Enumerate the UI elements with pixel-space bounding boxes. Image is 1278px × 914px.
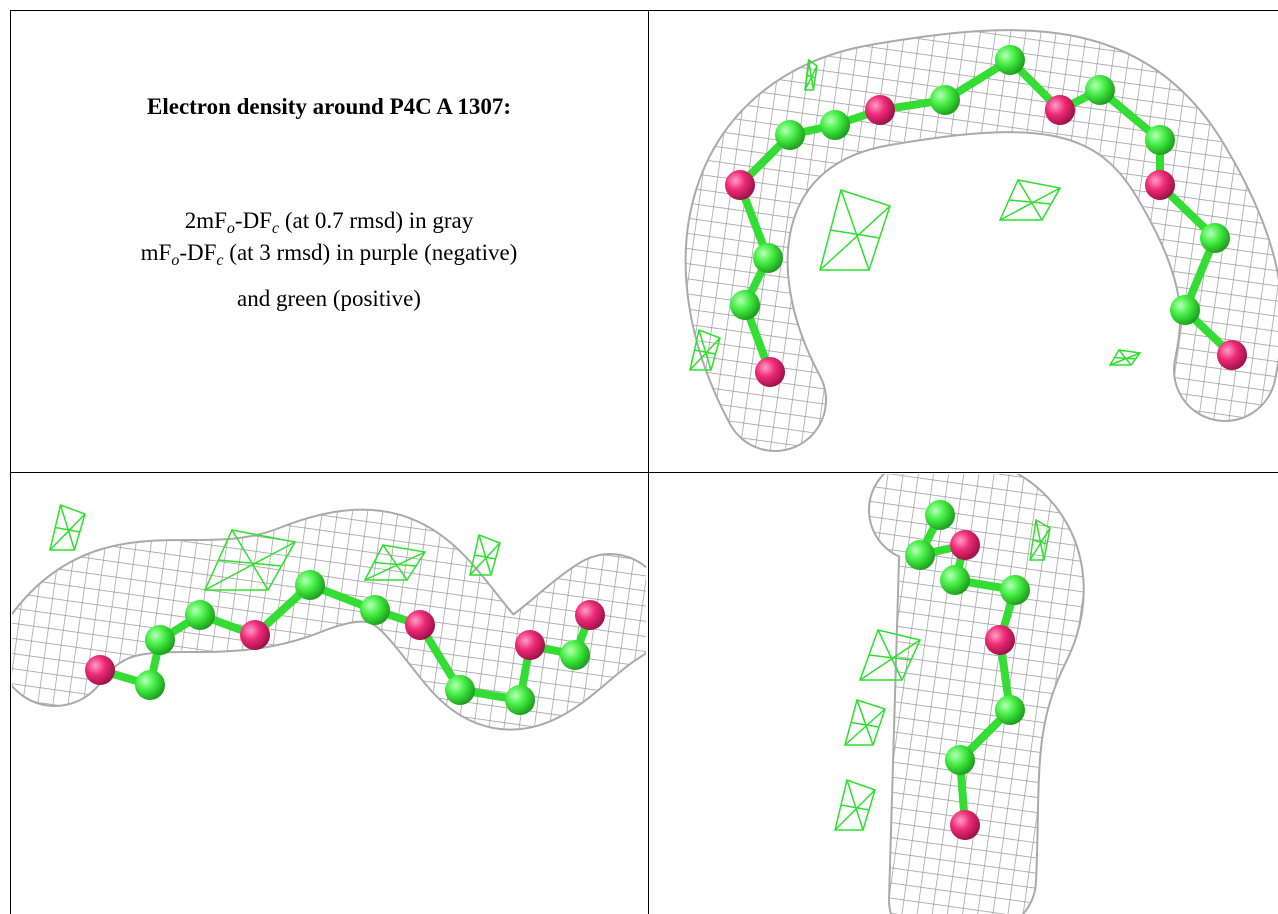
figure-table: Electron density around P4C A 1307: 2mFo… — [0, 0, 1278, 914]
carbon-atom — [1170, 295, 1200, 325]
page: Electron density around P4C A 1307: 2mFo… — [0, 0, 1278, 914]
carbon-atom — [820, 110, 850, 140]
oxygen-atom — [515, 630, 545, 660]
carbon-atom — [730, 290, 760, 320]
carbon-atom — [940, 565, 970, 595]
carbon-atom — [445, 675, 475, 705]
oxygen-atom — [865, 95, 895, 125]
density-panel — [835, 500, 1050, 900]
carbon-atom — [753, 243, 783, 273]
oxygen-atom — [755, 357, 785, 387]
legend-line: mFo-DFc (at 3 rmsd) in purple (negative) — [141, 240, 518, 269]
oxygen-atom — [950, 810, 980, 840]
density-panel — [50, 505, 610, 715]
carbon-atom — [905, 540, 935, 570]
carbon-atom — [145, 625, 175, 655]
subscript: c — [216, 252, 223, 269]
text-segment: -DF — [235, 208, 272, 233]
carbon-atom — [925, 500, 955, 530]
positive-density — [1110, 350, 1140, 365]
carbon-atom — [185, 600, 215, 630]
carbon-atom — [930, 85, 960, 115]
subscript: c — [272, 220, 279, 237]
text-segment: 2mF — [185, 208, 227, 233]
text-segment: (at 0.7 rmsd) in gray — [279, 208, 474, 233]
text-segment: and green (positive) — [237, 286, 421, 311]
carbon-atom — [995, 45, 1025, 75]
positive-density — [1000, 180, 1060, 220]
legend-line: and green (positive) — [237, 286, 421, 311]
carbon-atom — [1000, 575, 1030, 605]
oxygen-atom — [1217, 340, 1247, 370]
carbon-atom — [1085, 75, 1115, 105]
carbon-atom — [995, 695, 1025, 725]
subscript: o — [171, 252, 179, 269]
carbon-atom — [945, 745, 975, 775]
text-segment: mF — [141, 240, 172, 265]
panel-content — [835, 500, 1050, 900]
panel-content — [50, 505, 610, 715]
positive-density — [835, 780, 875, 830]
subscript: o — [227, 220, 235, 237]
positive-density — [50, 505, 85, 550]
carbon-atom — [135, 670, 165, 700]
oxygen-atom — [575, 600, 605, 630]
positive-density — [820, 190, 890, 270]
carbon-atom — [775, 120, 805, 150]
carbon-atom — [560, 640, 590, 670]
carbon-atom — [1200, 223, 1230, 253]
carbon-atom — [505, 685, 535, 715]
oxygen-atom — [725, 170, 755, 200]
oxygen-atom — [405, 610, 435, 640]
oxygen-atom — [85, 655, 115, 685]
panel-content — [690, 45, 1247, 400]
text-segment: -DF — [179, 240, 216, 265]
carbon-atom — [1145, 125, 1175, 155]
oxygen-atom — [985, 625, 1015, 655]
carbon-atom — [295, 570, 325, 600]
cell-title: Electron density around P4C A 1307: — [147, 94, 511, 119]
density-panel — [690, 45, 1247, 400]
oxygen-atom — [1045, 95, 1075, 125]
oxygen-atom — [950, 530, 980, 560]
positive-density — [845, 700, 885, 745]
text-segment: (at 3 rmsd) in purple (negative) — [224, 240, 518, 265]
oxygen-atom — [240, 620, 270, 650]
carbon-atom — [360, 595, 390, 625]
oxygen-atom — [1145, 170, 1175, 200]
legend-line: 2mFo-DFc (at 0.7 rmsd) in gray — [185, 208, 474, 237]
